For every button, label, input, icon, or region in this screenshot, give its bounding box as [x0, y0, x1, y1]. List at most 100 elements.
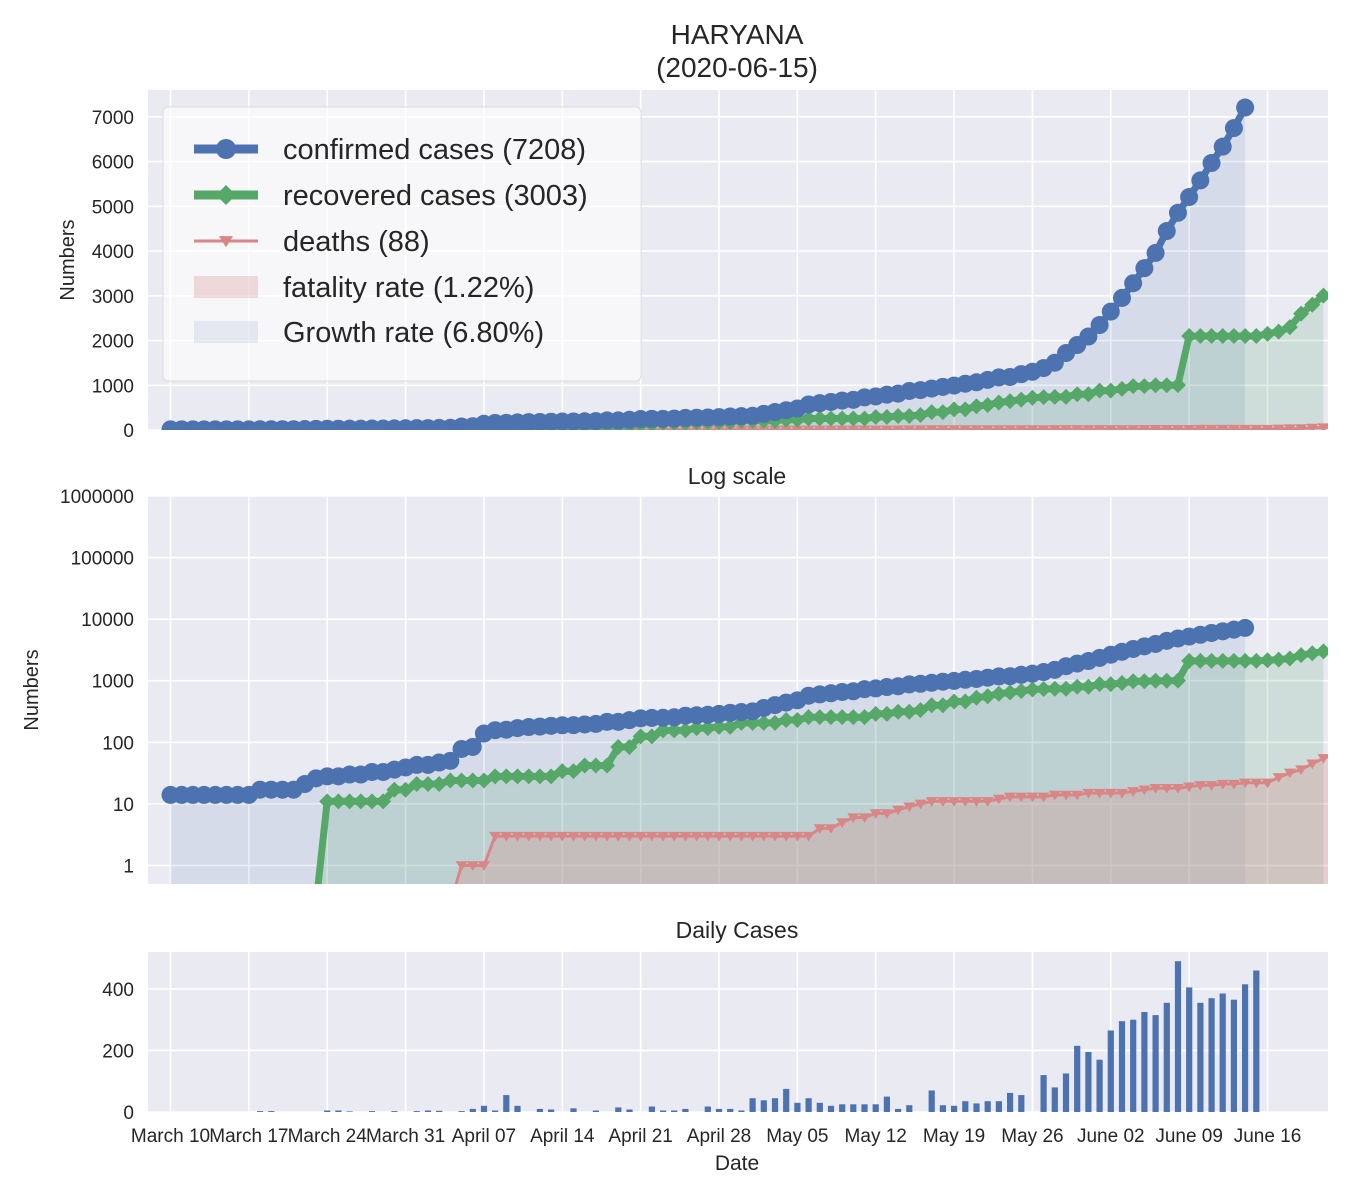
- daily-bar: [727, 1108, 734, 1112]
- deaths-point: [645, 831, 658, 842]
- y-tick-label: 10000: [81, 610, 134, 631]
- recovered-point: [755, 714, 772, 731]
- y-tick-label: 100000: [71, 549, 134, 570]
- deaths-point: [791, 831, 804, 842]
- daily-bar: [805, 1098, 812, 1112]
- recovered-point: [1315, 643, 1328, 660]
- deaths-point: [1104, 788, 1117, 799]
- daily-bar: [570, 1108, 577, 1112]
- deaths-point: [1194, 424, 1207, 430]
- deaths-point: [1160, 783, 1173, 794]
- daily-bar: [492, 1110, 499, 1112]
- daily-bar: [480, 1105, 488, 1112]
- recovered-point: [934, 404, 951, 421]
- plot-background: [148, 496, 1328, 884]
- series-group: [161, 618, 1350, 912]
- deaths-point: [578, 831, 591, 842]
- recovered-point: [822, 709, 839, 726]
- daily-bar: [548, 1109, 555, 1112]
- daily-bar: [503, 1095, 510, 1112]
- figure-title: HARYANA: [671, 19, 804, 50]
- legend: confirmed cases (7208) recovered cases (3…: [162, 106, 642, 382]
- deaths-point: [1082, 788, 1095, 799]
- recovered-point: [800, 709, 817, 726]
- deaths-point: [802, 831, 815, 842]
- deaths-point: [276, 900, 288, 910]
- daily-bar: [436, 1110, 443, 1112]
- daily-bar: [1186, 987, 1193, 1112]
- deaths-point: [1205, 781, 1218, 791]
- y-tick-label: 0: [123, 1103, 134, 1124]
- deaths-point: [466, 861, 479, 871]
- deaths-point: [220, 900, 232, 910]
- deaths-point: [992, 794, 1005, 805]
- daily-bar: [1197, 1002, 1204, 1112]
- deaths-point: [735, 831, 748, 842]
- daily-bar: [424, 1110, 432, 1112]
- x-tick-label: June 09: [1155, 1126, 1223, 1147]
- panel-title: Log scale: [688, 463, 786, 489]
- recovered-point: [655, 722, 672, 739]
- recovered-point: [834, 410, 851, 427]
- recovered-point: [1293, 305, 1310, 322]
- recovered-point: [1058, 388, 1075, 405]
- recovered-point: [1214, 652, 1231, 669]
- deaths-point: [813, 425, 826, 430]
- deaths-point: [1138, 785, 1151, 796]
- daily-bar: [536, 1108, 543, 1112]
- recovered-point: [677, 722, 694, 739]
- deaths-point: [1205, 424, 1218, 430]
- recovered-point: [666, 722, 683, 739]
- daily-bar: [939, 1105, 946, 1112]
- legend-recovered-marker: [216, 185, 236, 205]
- recovered-point: [1147, 377, 1164, 394]
- daily-bar: [1107, 1030, 1114, 1112]
- recovered-point: [1248, 652, 1265, 669]
- recovered-point: [1125, 673, 1142, 690]
- recovered-point: [1259, 652, 1276, 669]
- recovered-point: [890, 703, 907, 720]
- deaths-point: [344, 900, 356, 910]
- daily-bar: [1152, 1015, 1159, 1112]
- recovered-point: [1237, 328, 1254, 345]
- deaths-point: [1261, 424, 1274, 430]
- deaths-point: [1340, 422, 1350, 432]
- deaths-point: [601, 831, 614, 842]
- deaths-point: [1261, 778, 1274, 789]
- y-tick-label: 200: [102, 1041, 134, 1062]
- recovered-point: [778, 712, 795, 729]
- deaths-point: [892, 425, 905, 430]
- deaths-point: [1317, 754, 1328, 764]
- daily-bar: [1219, 993, 1226, 1112]
- legend-fatality-label: fatality rate (1.22%): [283, 272, 534, 304]
- deaths-point: [1060, 425, 1073, 430]
- recovered-point: [822, 410, 839, 427]
- recovered-point: [1024, 681, 1041, 698]
- legend-confirmed-marker: [216, 139, 236, 159]
- deaths-point: [1082, 425, 1095, 430]
- deaths-point: [1340, 746, 1350, 756]
- deaths-point: [936, 797, 949, 807]
- daily-bar: [1085, 1052, 1092, 1112]
- recovered-point: [252, 896, 268, 912]
- deaths-point: [869, 809, 882, 819]
- deaths-point: [388, 900, 400, 910]
- confirmed-point: [1079, 327, 1098, 346]
- recovered-point: [1113, 380, 1130, 397]
- recovered-point: [1080, 678, 1097, 695]
- recovered-point: [1304, 296, 1321, 313]
- recovered-point: [946, 401, 963, 418]
- recovered-point: [453, 772, 470, 789]
- deaths-point: [522, 831, 535, 842]
- recovered-point: [621, 738, 638, 755]
- deaths-point: [836, 818, 849, 828]
- deaths-point: [612, 831, 625, 842]
- deaths-point: [1171, 783, 1184, 794]
- deaths-point: [187, 900, 199, 910]
- deaths-point: [914, 799, 927, 810]
- recovered-point: [286, 896, 302, 912]
- deaths-point: [1026, 425, 1039, 430]
- daily-bar: [391, 1111, 398, 1112]
- recovered-point: [554, 763, 571, 780]
- deaths-point: [198, 900, 210, 910]
